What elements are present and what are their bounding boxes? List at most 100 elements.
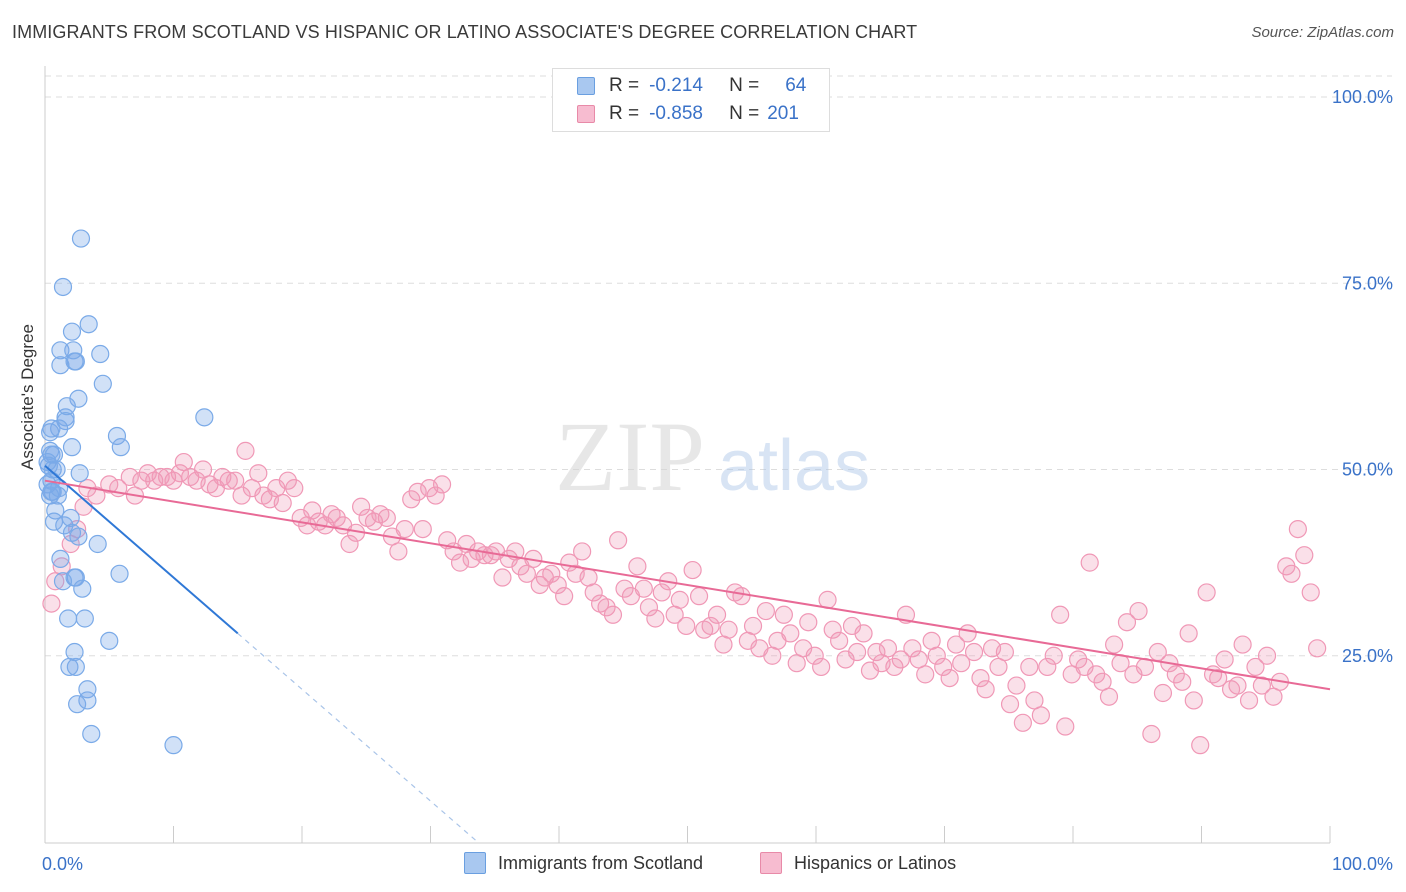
data-point-hispanic bbox=[1209, 668, 1228, 688]
chart-title: IMMIGRANTS FROM SCOTLAND VS HISPANIC OR … bbox=[12, 22, 918, 42]
data-point-hispanic bbox=[352, 497, 371, 516]
x-tick-label: 0.0% bbox=[42, 854, 83, 874]
data-point-scotland bbox=[50, 419, 69, 438]
data-point-hispanic bbox=[450, 553, 470, 572]
data-point-hispanic bbox=[1087, 665, 1106, 684]
data-point-hispanic bbox=[652, 583, 671, 602]
data-point-hispanic bbox=[426, 486, 445, 505]
data-point-hispanic bbox=[219, 471, 238, 490]
data-point-hispanic bbox=[719, 620, 738, 639]
data-point-hispanic bbox=[1105, 635, 1124, 654]
grid-lines bbox=[45, 75, 1392, 657]
data-point-hispanic bbox=[781, 624, 800, 643]
data-point-hispanic bbox=[891, 650, 910, 669]
data-point-hispanic bbox=[1215, 650, 1234, 669]
data-point-hispanic bbox=[542, 564, 561, 583]
data-point-scotland bbox=[79, 315, 98, 334]
data-point-hispanic bbox=[964, 642, 984, 662]
data-point-hispanic bbox=[646, 609, 665, 628]
data-point-scotland bbox=[51, 356, 70, 375]
data-point-hispanic bbox=[995, 642, 1014, 662]
legend-n-label: N = bbox=[729, 75, 760, 96]
data-point-hispanic bbox=[1166, 665, 1185, 684]
trend-line-scotland-extension bbox=[237, 632, 476, 841]
data-point-hispanic bbox=[1020, 657, 1039, 677]
data-point-hispanic bbox=[273, 493, 292, 513]
data-point-scotland bbox=[56, 411, 75, 431]
legend-n-value: 201 bbox=[767, 103, 799, 124]
trend-line-scotland bbox=[44, 465, 239, 635]
data-point-hispanic bbox=[677, 616, 696, 636]
data-point-hispanic bbox=[946, 635, 966, 654]
data-point-scotland bbox=[195, 408, 214, 427]
data-point-hispanic bbox=[603, 605, 623, 624]
legend-r-value: -0.858 bbox=[649, 103, 703, 124]
data-point-hispanic bbox=[812, 657, 831, 677]
chart-source: Source: ZipAtlas.com bbox=[1251, 24, 1394, 41]
data-point-scotland bbox=[75, 609, 94, 628]
data-point-hispanic bbox=[87, 486, 106, 505]
y-tick-label: 100.0% bbox=[1332, 87, 1393, 107]
data-point-hispanic bbox=[830, 631, 849, 650]
legend-n-value: 64 bbox=[785, 75, 807, 96]
data-point-hispanic bbox=[408, 482, 427, 501]
data-point-hispanic bbox=[683, 560, 702, 580]
data-point-scotland bbox=[66, 352, 85, 371]
data-point-hispanic bbox=[732, 587, 751, 606]
data-point-scotland bbox=[73, 579, 92, 598]
data-point-hispanic bbox=[52, 557, 71, 576]
data-point-hispanic bbox=[823, 620, 842, 639]
data-point-scotland bbox=[93, 374, 112, 393]
data-point-hispanic bbox=[1051, 605, 1070, 624]
data-point-hispanic bbox=[670, 590, 689, 609]
data-point-hispanic bbox=[927, 646, 946, 665]
data-point-hispanic bbox=[278, 471, 297, 490]
data-point-hispanic bbox=[413, 519, 432, 539]
bottom-legend-label: Hispanics or Latinos bbox=[794, 852, 957, 873]
data-point-hispanic bbox=[377, 508, 396, 528]
data-point-scotland bbox=[62, 438, 82, 457]
data-point-hispanic bbox=[971, 668, 990, 688]
data-point-hispanic bbox=[867, 642, 886, 662]
data-point-hispanic bbox=[1301, 583, 1320, 602]
data-point-hispanic bbox=[555, 587, 574, 606]
data-point-scotland bbox=[66, 657, 85, 677]
data-point-hispanic bbox=[1197, 583, 1216, 602]
data-point-hispanic bbox=[1252, 676, 1271, 695]
data-point-hispanic bbox=[548, 575, 567, 595]
data-point-scotland bbox=[71, 229, 91, 248]
data-point-hispanic bbox=[42, 594, 61, 613]
data-point-hispanic bbox=[1228, 676, 1247, 695]
data-point-hispanic bbox=[854, 624, 873, 643]
data-point-scotland bbox=[88, 534, 107, 554]
data-point-hispanic bbox=[639, 598, 659, 617]
data-point-hispanic bbox=[170, 464, 190, 483]
data-point-hispanic bbox=[1295, 546, 1314, 565]
data-point-scotland bbox=[110, 564, 129, 583]
data-point-scotland bbox=[60, 657, 79, 677]
data-point-hispanic bbox=[701, 616, 720, 636]
data-point-scotland bbox=[111, 438, 130, 457]
data-point-hispanic bbox=[1031, 706, 1050, 725]
data-point-hispanic bbox=[707, 605, 727, 624]
trend-line-hispanics bbox=[44, 479, 1331, 691]
data-point-hispanic bbox=[1173, 672, 1192, 691]
data-point-hispanic bbox=[1282, 564, 1301, 583]
bottom-legend-scotland: Immigrants from Scotland bbox=[464, 852, 703, 874]
data-point-scotland bbox=[78, 691, 97, 710]
data-point-hispanic bbox=[1308, 639, 1327, 658]
data-point-hispanic bbox=[799, 613, 818, 632]
data-point-hispanic bbox=[1099, 687, 1119, 706]
data-point-scotland bbox=[53, 277, 73, 297]
data-point-scotland bbox=[69, 527, 88, 546]
data-point-hispanic bbox=[1233, 635, 1252, 654]
data-point-scotland bbox=[100, 631, 119, 650]
data-point-hispanic bbox=[940, 668, 959, 688]
data-point-hispanic bbox=[1117, 613, 1137, 632]
data-point-hispanic bbox=[1239, 691, 1259, 710]
bottom-legend-label: Immigrants from Scotland bbox=[498, 852, 704, 873]
legend-row-scotland: R = -0.214 N = 64 bbox=[577, 75, 806, 97]
data-point-scotland bbox=[107, 426, 127, 446]
data-point-scotland bbox=[62, 322, 82, 341]
data-point-hispanic bbox=[1056, 717, 1075, 736]
